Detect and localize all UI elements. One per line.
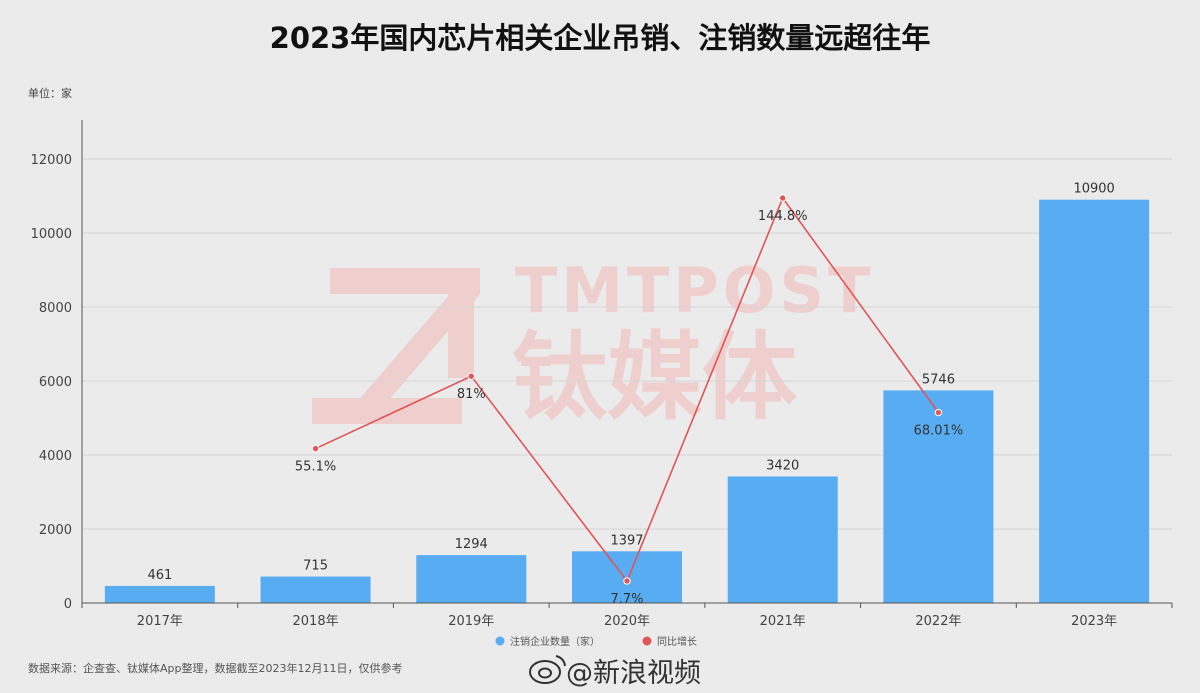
bar <box>1039 199 1150 603</box>
unit-label: 单位：家 <box>28 86 72 100</box>
growth-point <box>934 408 943 417</box>
y-tick-label: 4000 <box>39 449 72 464</box>
growth-value-label: 81% <box>457 387 486 402</box>
bar <box>260 576 371 603</box>
legend-label-line: 同比增长 <box>657 635 697 648</box>
bar-value-label: 5746 <box>922 372 955 387</box>
weibo-icon <box>529 655 566 684</box>
y-tick-label: 0 <box>64 597 72 612</box>
x-tick-label: 2018年 <box>293 614 339 629</box>
data-labels: 461 715 1294 1397 3420 5746 10900 55.1% 81% 7.7% 1… <box>147 182 1114 607</box>
bar-value-label: 3420 <box>766 458 799 473</box>
bar-value-label: 461 <box>147 568 172 583</box>
bar <box>416 555 527 603</box>
x-tick-label: 2023年 <box>1071 614 1117 629</box>
bar <box>104 585 215 603</box>
growth-point <box>311 444 320 453</box>
growth-value-label: 68.01% <box>914 424 964 439</box>
x-tick-label: 2019年 <box>448 614 494 629</box>
bar-series <box>104 199 1150 603</box>
chart-title: 2023年国内芯片相关企业吊销、注销数量远超往年 <box>270 21 931 55</box>
watermark: TMTPOST 钛媒体 <box>312 254 874 433</box>
bar <box>727 476 838 603</box>
x-tick-label: 2020年 <box>604 614 650 629</box>
x-tick-label: 2021年 <box>760 614 806 629</box>
bar-value-label: 1294 <box>455 537 488 552</box>
x-tick-label: 2022年 <box>915 614 961 629</box>
source-note: 数据来源：企查查、钛媒体App整理，数据截至2023年12月11日，仅供参考 <box>28 661 402 675</box>
y-tick-label: 8000 <box>39 301 72 316</box>
legend-swatch-line <box>642 636 652 646</box>
y-tick-label: 2000 <box>39 523 72 538</box>
legend: 注销企业数量（家） 同比增长 <box>495 635 697 648</box>
growth-value-label: 55.1% <box>295 460 336 475</box>
growth-point <box>467 372 475 380</box>
growth-point <box>623 577 631 585</box>
bar <box>883 390 994 603</box>
growth-point <box>779 194 787 202</box>
legend-label-bar: 注销企业数量（家） <box>510 635 600 648</box>
gridlines <box>82 158 1172 530</box>
y-tick-label: 12000 <box>31 153 72 168</box>
bar-value-label: 715 <box>303 559 328 574</box>
watermark-text-cn: 钛媒体 <box>512 323 797 433</box>
x-axis: 2017年 2018年 2019年 2020年 2021年 2022年 2023年 <box>81 602 1173 629</box>
bar <box>572 551 682 603</box>
watermark-text-en: TMTPOST <box>515 254 874 327</box>
x-tick-label: 2017年 <box>137 614 183 629</box>
legend-swatch-bar <box>495 636 505 646</box>
bar-value-label: 10900 <box>1073 182 1114 197</box>
y-tick-label: 10000 <box>31 227 72 242</box>
weibo-overlay-text: @新浪视频 <box>566 658 701 689</box>
y-tick-label: 6000 <box>39 375 72 390</box>
growth-value-label: 144.8% <box>758 209 808 224</box>
watermark-logo-mark <box>312 268 480 424</box>
line-series <box>311 194 943 585</box>
bar-value-label: 1397 <box>610 533 643 548</box>
y-axis: 0 2000 4000 6000 8000 10000 12000 <box>31 120 83 612</box>
growth-value-label: 7.7% <box>610 592 643 607</box>
weibo-overlay: @新浪视频 <box>529 655 701 689</box>
